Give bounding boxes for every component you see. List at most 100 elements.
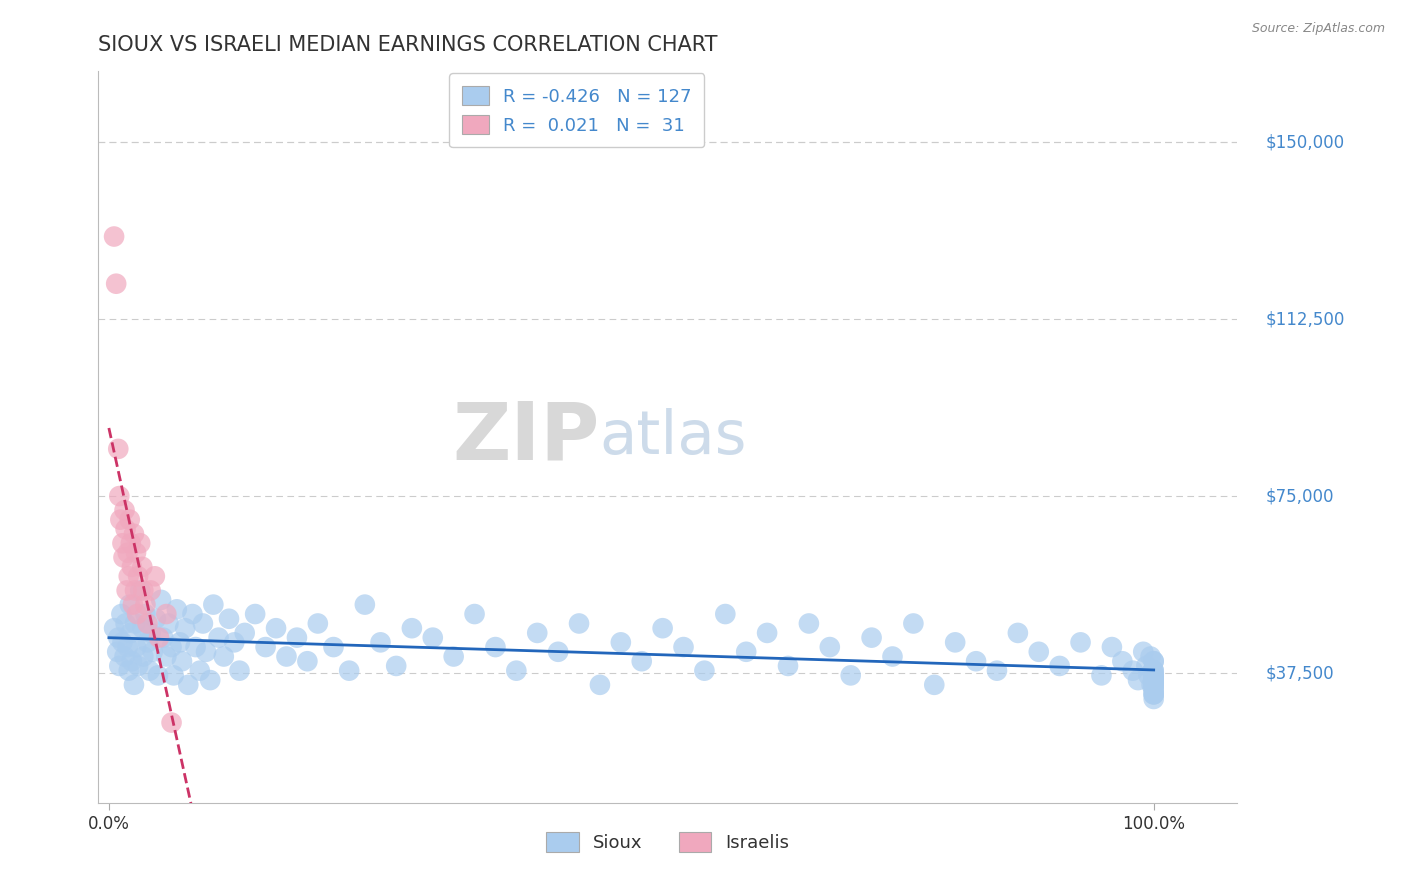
Point bbox=[1070, 635, 1092, 649]
Point bbox=[132, 583, 155, 598]
Point bbox=[1142, 664, 1164, 678]
Point bbox=[1143, 687, 1166, 701]
Point bbox=[110, 513, 132, 527]
Point bbox=[1007, 626, 1029, 640]
Point bbox=[1140, 678, 1163, 692]
Point bbox=[1143, 668, 1166, 682]
Point bbox=[1143, 687, 1166, 701]
Point bbox=[264, 621, 287, 635]
Point bbox=[233, 626, 256, 640]
Point bbox=[118, 513, 141, 527]
Point bbox=[1143, 654, 1166, 668]
Point bbox=[114, 503, 136, 517]
Point bbox=[124, 583, 146, 598]
Point bbox=[307, 616, 329, 631]
Point bbox=[117, 640, 139, 654]
Point bbox=[136, 635, 159, 649]
Point bbox=[882, 649, 904, 664]
Point bbox=[1143, 687, 1166, 701]
Point bbox=[228, 664, 250, 678]
Point bbox=[965, 654, 987, 668]
Point bbox=[568, 616, 591, 631]
Point bbox=[464, 607, 486, 621]
Point bbox=[115, 583, 138, 598]
Point bbox=[166, 602, 188, 616]
Point bbox=[1143, 692, 1166, 706]
Point bbox=[124, 616, 146, 631]
Point bbox=[1143, 668, 1166, 682]
Point bbox=[152, 631, 174, 645]
Point bbox=[1143, 682, 1166, 697]
Point bbox=[1101, 640, 1123, 654]
Point bbox=[160, 715, 183, 730]
Point bbox=[630, 654, 652, 668]
Point bbox=[1143, 673, 1166, 687]
Point bbox=[484, 640, 506, 654]
Point bbox=[150, 593, 173, 607]
Point bbox=[839, 668, 862, 682]
Point bbox=[526, 626, 548, 640]
Point bbox=[138, 664, 160, 678]
Point bbox=[163, 668, 186, 682]
Point bbox=[693, 664, 716, 678]
Point bbox=[589, 678, 612, 692]
Point bbox=[103, 621, 125, 635]
Point bbox=[651, 621, 673, 635]
Point bbox=[212, 649, 235, 664]
Point bbox=[143, 569, 166, 583]
Point bbox=[610, 635, 633, 649]
Point bbox=[1135, 659, 1157, 673]
Point bbox=[131, 559, 153, 574]
Point bbox=[120, 626, 142, 640]
Point bbox=[118, 664, 141, 678]
Point bbox=[756, 626, 779, 640]
Point bbox=[145, 612, 167, 626]
Point bbox=[797, 616, 820, 631]
Point bbox=[148, 631, 170, 645]
Point bbox=[129, 536, 152, 550]
Point bbox=[1111, 654, 1133, 668]
Point bbox=[170, 654, 193, 668]
Point bbox=[122, 526, 145, 541]
Point bbox=[188, 664, 211, 678]
Point bbox=[142, 645, 165, 659]
Point bbox=[353, 598, 375, 612]
Text: $150,000: $150,000 bbox=[1265, 133, 1346, 151]
Point bbox=[157, 616, 180, 631]
Point bbox=[922, 678, 945, 692]
Point bbox=[285, 631, 308, 645]
Point bbox=[1143, 664, 1166, 678]
Point bbox=[547, 645, 569, 659]
Point bbox=[131, 621, 153, 635]
Point bbox=[337, 664, 360, 678]
Point bbox=[114, 649, 136, 664]
Point bbox=[202, 598, 225, 612]
Point bbox=[122, 598, 145, 612]
Point bbox=[181, 607, 204, 621]
Point bbox=[1143, 668, 1166, 682]
Point bbox=[155, 607, 177, 621]
Point bbox=[112, 550, 135, 565]
Point bbox=[505, 664, 527, 678]
Point bbox=[860, 631, 883, 645]
Point bbox=[117, 546, 139, 560]
Point bbox=[111, 536, 134, 550]
Point bbox=[146, 668, 169, 682]
Point bbox=[114, 616, 136, 631]
Point bbox=[139, 626, 162, 640]
Point bbox=[107, 442, 129, 456]
Point bbox=[121, 654, 143, 668]
Point bbox=[174, 621, 197, 635]
Point bbox=[134, 607, 156, 621]
Point bbox=[108, 659, 131, 673]
Point bbox=[1143, 678, 1166, 692]
Point bbox=[903, 616, 925, 631]
Point bbox=[110, 607, 132, 621]
Point bbox=[122, 678, 145, 692]
Text: SIOUX VS ISRAELI MEDIAN EARNINGS CORRELATION CHART: SIOUX VS ISRAELI MEDIAN EARNINGS CORRELA… bbox=[98, 35, 718, 54]
Legend: Sioux, Israelis: Sioux, Israelis bbox=[538, 825, 797, 860]
Point bbox=[218, 612, 240, 626]
Point bbox=[1143, 678, 1166, 692]
Point bbox=[118, 569, 141, 583]
Point bbox=[200, 673, 222, 687]
